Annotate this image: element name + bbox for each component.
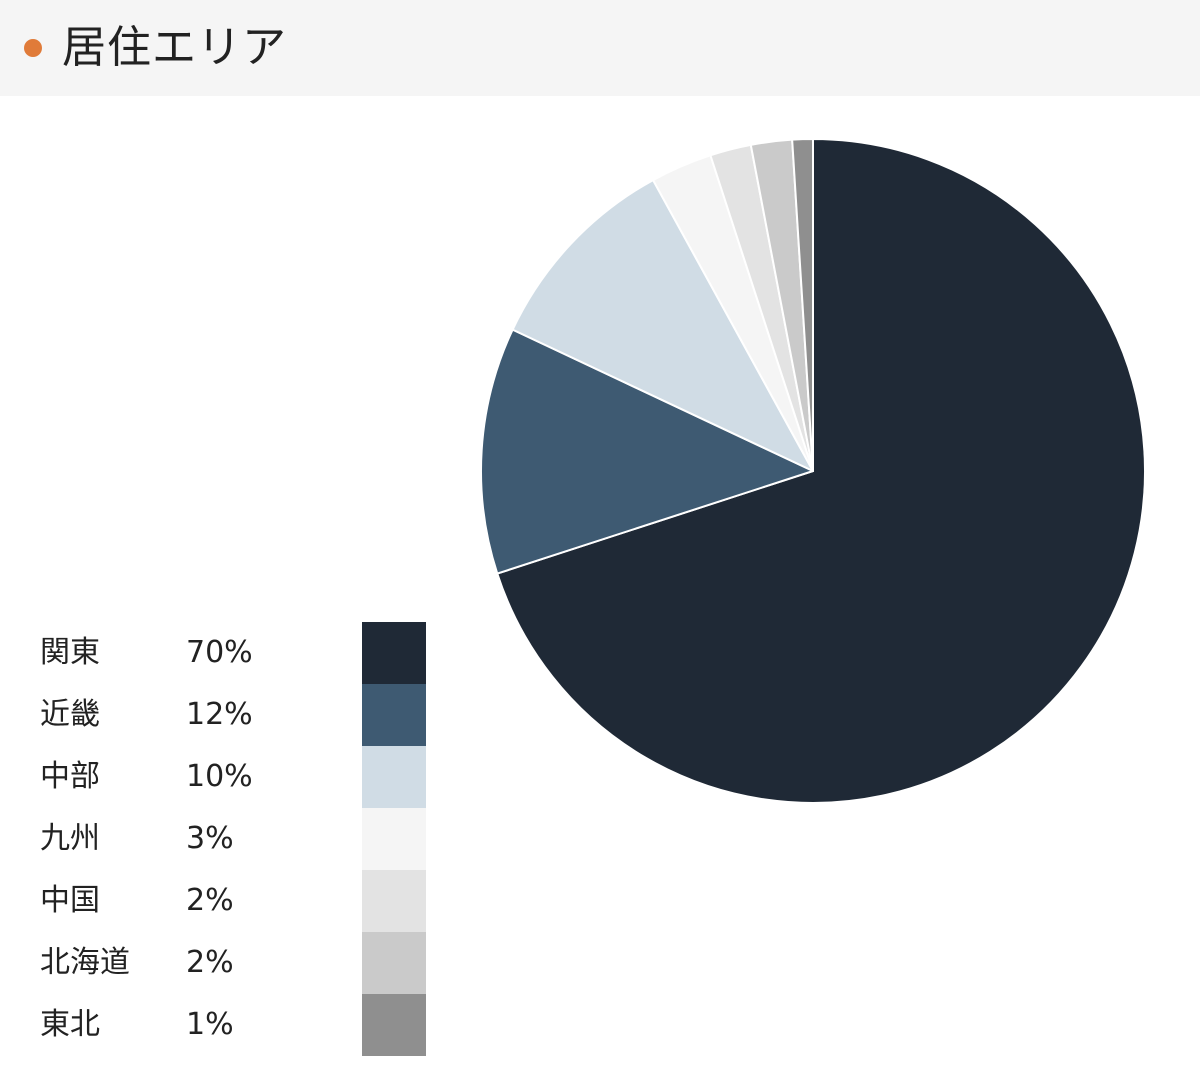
pie-slice-7 bbox=[791, 138, 814, 472]
legend-value: 3% bbox=[186, 821, 234, 856]
legend-label: 北海道 bbox=[40, 945, 130, 980]
legend-swatch bbox=[362, 932, 426, 994]
legend-item: 北海道 2% bbox=[40, 932, 440, 994]
legend-swatch bbox=[362, 684, 426, 746]
legend-swatch bbox=[362, 994, 426, 1056]
legend-value: 2% bbox=[186, 883, 234, 918]
legend-swatch bbox=[362, 808, 426, 870]
legend-label: 関東 bbox=[40, 635, 100, 670]
legend-item: 東北 1% bbox=[40, 994, 440, 1056]
pie-slice-3 bbox=[511, 179, 814, 472]
legend-label: 東北 bbox=[40, 1007, 100, 1042]
section-header: 居住エリア bbox=[0, 0, 1200, 96]
legend-value: 70% bbox=[186, 635, 253, 670]
legend-label: 近畿 bbox=[40, 697, 100, 732]
legend-swatch bbox=[362, 622, 426, 684]
legend-value: 12% bbox=[186, 697, 253, 732]
legend-label: 中部 bbox=[40, 759, 100, 794]
legend-swatch bbox=[362, 870, 426, 932]
legend-label: 九州 bbox=[40, 821, 100, 856]
legend-value: 1% bbox=[186, 1007, 234, 1042]
legend-value: 2% bbox=[186, 945, 234, 980]
legend-item: 中部 10% bbox=[40, 746, 440, 808]
legend-label: 中国 bbox=[40, 883, 100, 918]
legend-swatch bbox=[362, 746, 426, 808]
legend-item: 中国 2% bbox=[40, 870, 440, 932]
legend-item: 近畿 12% bbox=[40, 684, 440, 746]
legend-item: 関東 70% bbox=[40, 622, 440, 684]
legend-item: 九州 3% bbox=[40, 808, 440, 870]
section-title: 居住エリア bbox=[62, 22, 287, 73]
bullet-dot-icon bbox=[24, 39, 42, 57]
pie-slice-2 bbox=[480, 328, 814, 575]
pie-slice-1 bbox=[496, 138, 1146, 804]
legend-value: 10% bbox=[186, 759, 253, 794]
